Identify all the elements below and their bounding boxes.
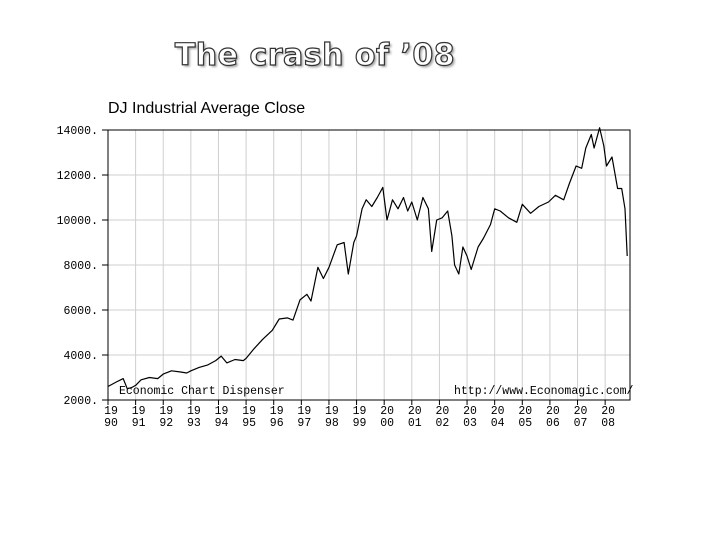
x-tick-label-century: 20 xyxy=(380,405,394,418)
x-tick-label-year: 01 xyxy=(408,417,422,430)
x-tick-label-year: 94 xyxy=(215,417,229,430)
y-tick-label: 6000. xyxy=(63,305,98,318)
x-tick-label-century: 19 xyxy=(325,405,339,418)
x-tick-label-century: 20 xyxy=(408,405,422,418)
y-tick-label: 10000. xyxy=(57,215,98,228)
x-tick-label-year: 02 xyxy=(436,417,450,430)
x-tick-label-year: 92 xyxy=(159,417,173,430)
x-tick-label-year: 90 xyxy=(104,417,118,430)
x-tick-label-year: 04 xyxy=(491,417,505,430)
y-tick-label: 2000. xyxy=(63,395,98,408)
x-tick-label-century: 20 xyxy=(491,405,505,418)
y-axis: 2000. 4000. 6000. 8000. 10000. 12000. 14000. xyxy=(57,125,108,408)
slide-title: The crash of ’08 xyxy=(174,37,456,73)
series xyxy=(107,127,628,390)
x-tick-label-year: 93 xyxy=(187,417,201,430)
x-tick-label-century: 19 xyxy=(297,405,311,418)
y-tick-label: 8000. xyxy=(63,260,98,273)
chart-title: DJ Industrial Average Close xyxy=(108,100,305,117)
y-tick-label: 4000. xyxy=(63,350,98,363)
x-tick-label-year: 95 xyxy=(242,417,256,430)
series-line-djia xyxy=(107,127,628,390)
x-tick-label-century: 19 xyxy=(242,405,256,418)
annotation-right: http://www.Economagic.com/ xyxy=(454,385,634,398)
x-tick-label-century: 19 xyxy=(215,405,229,418)
x-tick-label-year: 07 xyxy=(574,417,588,430)
x-tick-label-century: 19 xyxy=(132,405,146,418)
x-tick-label-year: 91 xyxy=(132,417,146,430)
x-axis: 1990199119921993199419951996199719981999… xyxy=(104,400,615,430)
grid xyxy=(107,129,630,401)
x-tick-label-year: 08 xyxy=(601,417,615,430)
x-tick-label-century: 19 xyxy=(353,405,367,418)
x-tick-label-year: 06 xyxy=(546,417,560,430)
x-tick-label-year: 99 xyxy=(353,417,367,430)
x-tick-label-year: 00 xyxy=(380,417,394,430)
x-tick-label-century: 20 xyxy=(546,405,560,418)
x-tick-label-century: 20 xyxy=(436,405,450,418)
x-tick-label-century: 20 xyxy=(463,405,477,418)
x-tick-label-year: 98 xyxy=(325,417,339,430)
x-tick-label-century: 20 xyxy=(574,405,588,418)
x-tick-label-year: 96 xyxy=(270,417,284,430)
x-tick-label-century: 19 xyxy=(104,405,118,418)
x-tick-label-century: 20 xyxy=(518,405,532,418)
y-tick-label: 14000. xyxy=(57,125,98,138)
x-tick-label-year: 97 xyxy=(297,417,311,430)
y-tick-label: 12000. xyxy=(57,170,98,183)
x-tick-label-century: 19 xyxy=(187,405,201,418)
x-tick-label-century: 19 xyxy=(159,405,173,418)
x-tick-label-year: 05 xyxy=(518,417,532,430)
x-tick-label-century: 19 xyxy=(270,405,284,418)
x-tick-label-century: 20 xyxy=(601,405,615,418)
x-tick-label-year: 03 xyxy=(463,417,477,430)
annotation-left: Economic Chart Dispenser xyxy=(119,385,285,398)
